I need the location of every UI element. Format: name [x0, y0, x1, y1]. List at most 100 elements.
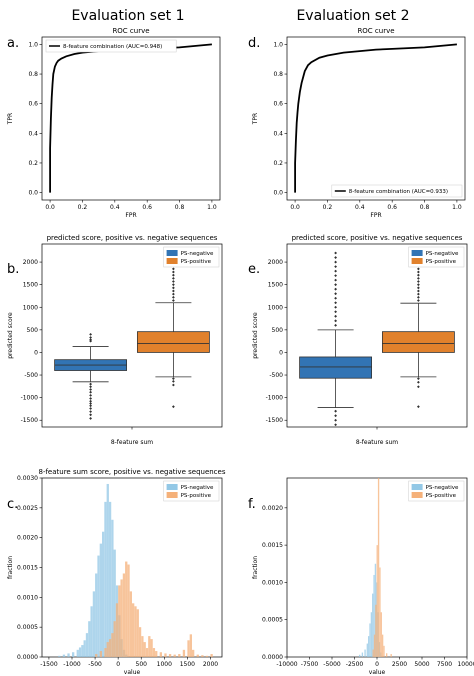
outlier-point [334, 265, 337, 268]
histogram-bar [83, 640, 86, 657]
legend-label: PS-negative [181, 251, 214, 257]
histogram-bar [97, 555, 100, 657]
histogram-bar [115, 603, 119, 657]
histogram-bar [168, 654, 172, 657]
x-tick-label: 0.2 [323, 204, 333, 211]
legend-swatch [166, 484, 178, 490]
chart-panel-d: 0.0 0.2 0.4 0.6 0.8 1.0 0.0 0.2 0.4 0.6 0.8 1.0 ROC … [252, 27, 466, 219]
legend-swatch [166, 250, 178, 256]
histogram-bar [383, 645, 385, 657]
histogram-bar [99, 543, 102, 657]
histogram-bar [99, 651, 102, 657]
outlier-point [172, 276, 175, 280]
histogram-bar [85, 633, 89, 657]
legend-label: 8-feature combination (AUC=0.948) [63, 44, 162, 50]
histogram-bar [122, 573, 126, 657]
legend-label: PS-positive [181, 259, 212, 265]
histogram-bar [390, 654, 392, 657]
y-axis-label: TPR [252, 113, 259, 125]
outlier-point [417, 286, 420, 290]
histogram-bar [201, 655, 204, 657]
histogram-bar [369, 623, 371, 657]
outlier-point [334, 256, 337, 259]
outlier-point [417, 283, 420, 287]
histogram-bar [152, 648, 156, 657]
histogram-bar [372, 593, 374, 657]
y-tick-label: 0.0010 [17, 594, 38, 601]
histogram-bar [106, 483, 109, 657]
histogram-bar [127, 564, 130, 657]
y-tick-label: 0.0 [28, 190, 38, 197]
histogram-bar [155, 651, 158, 657]
y-tick-label: 0.0010 [262, 579, 283, 586]
y-tick-label: -1500 [21, 417, 39, 424]
outlier-point [334, 319, 337, 323]
y-tick-label: 1000 [23, 304, 38, 311]
histogram-bar [118, 585, 121, 657]
outlier-point [172, 377, 175, 381]
legend-label: PS-negative [426, 485, 459, 491]
plot-frame [41, 36, 221, 201]
x-tick-label: -7500 [301, 661, 319, 668]
histogram-bar [138, 627, 142, 657]
outlier-point [89, 382, 92, 386]
histogram-bar [88, 621, 91, 657]
y-axis-label: fraction [7, 556, 14, 579]
chart-panel-f: -10000 -7500 -5000 -2500 0 2500 5000 7500 10000 0… [252, 477, 474, 676]
outlier-point [417, 270, 420, 274]
chart-title: 8-feature sum score, positive vs. negati… [38, 468, 225, 476]
outlier-point [417, 267, 420, 271]
panel-letter-a: a. [7, 36, 19, 51]
x-tick-label: 1.0 [452, 204, 462, 211]
histogram-bar [381, 634, 384, 657]
chart-title: ROC curve [112, 27, 149, 35]
box-ps-positive [136, 248, 210, 409]
x-tick-label: 500 [136, 661, 148, 668]
y-tick-label: 0.8 [273, 71, 283, 78]
y-tick-label: 0 [279, 349, 283, 356]
outlier-point [89, 339, 92, 343]
histogram-bar [111, 633, 114, 657]
y-tick-label: 0.6 [273, 101, 283, 108]
x-tick-label: -5000 [323, 661, 341, 668]
x-tick-label: 1500 [180, 661, 195, 668]
histogram-bar [136, 609, 139, 657]
histogram-bar [113, 549, 116, 657]
y-tick-label: 2000 [23, 259, 38, 266]
histogram-bar [132, 603, 135, 657]
outlier-point [334, 260, 337, 264]
outlier-point [172, 289, 175, 293]
outlier-point [417, 299, 420, 302]
x-tick-label: -10000 [276, 661, 297, 668]
x-tick-label: 0.6 [387, 204, 397, 211]
y-tick-label: 0.6 [28, 101, 38, 108]
y-tick-label: -1000 [21, 395, 39, 402]
y-tick-label: 0.8 [28, 71, 38, 78]
outlier-point [172, 295, 175, 299]
x-axis-label: 8-feature sum [356, 439, 398, 446]
outlier-point [172, 283, 175, 287]
outlier-point [334, 314, 337, 318]
histogram-bar [111, 519, 114, 657]
histogram-bar [366, 643, 368, 657]
x-tick-label: 0.4 [355, 204, 365, 211]
column-title-evaluation-set-2: Evaluation set 2 [296, 8, 409, 24]
y-axis-label: predicted score [252, 312, 259, 359]
roc-curve-line [294, 43, 457, 193]
outlier-point [334, 274, 337, 278]
histogram-bar [120, 579, 123, 657]
outlier-point [89, 407, 92, 410]
x-tick-label: 0 [116, 661, 120, 668]
x-tick-label: 10000 [457, 661, 474, 668]
chart-panel-a: 0.0 0.2 0.4 0.6 0.8 1.0 0.0 0.2 0.4 0.6 0.8 1.0 ROC … [7, 27, 221, 219]
outlier-point [334, 287, 337, 291]
histogram-bar [205, 655, 209, 657]
x-tick-label: 0.8 [175, 204, 185, 211]
histogram-bar [364, 649, 366, 657]
histogram-bar [379, 567, 381, 657]
outlier-point [417, 280, 420, 283]
legend-label: PS-positive [426, 259, 457, 265]
histogram-ps-positive [95, 561, 213, 657]
chart-title: predicted score, positive vs. negative s… [292, 234, 463, 242]
